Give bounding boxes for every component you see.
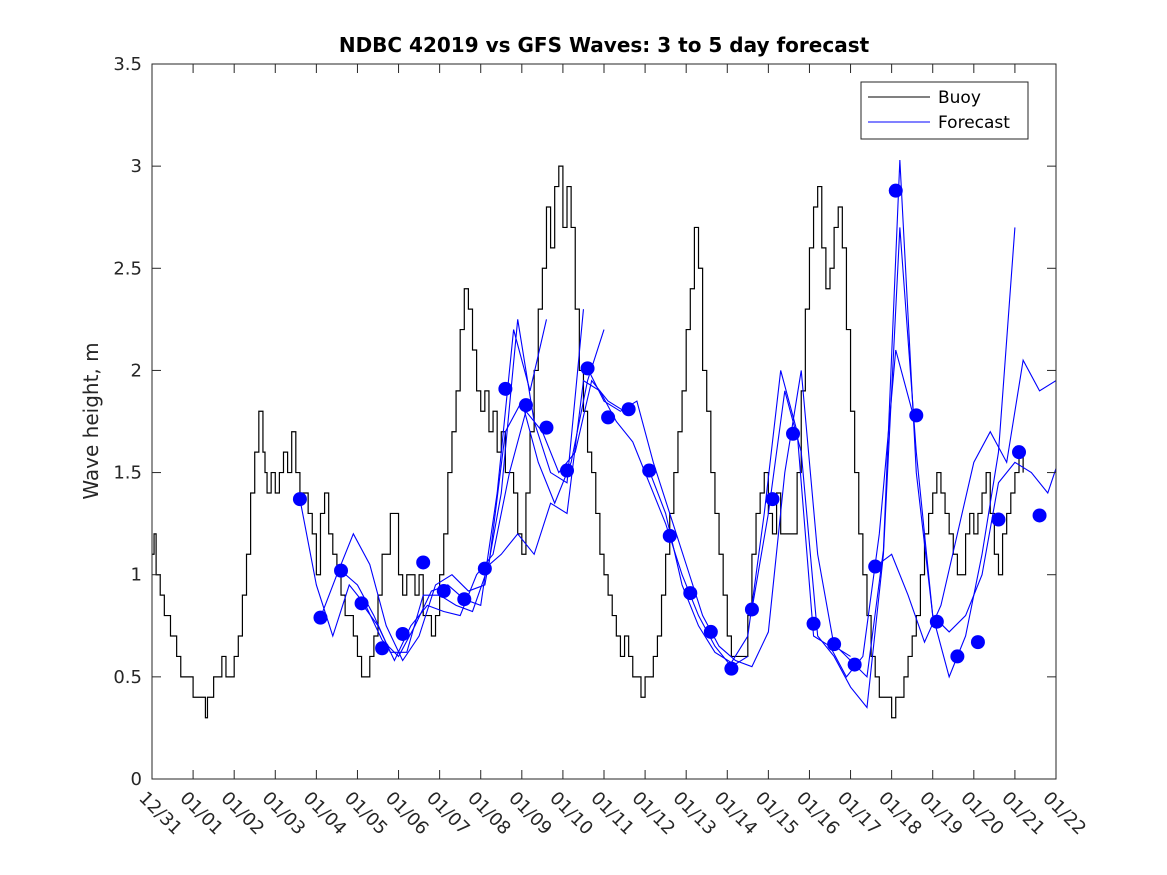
y-tick-label: 2 [131, 360, 142, 381]
forecast-line-9 [874, 358, 1056, 644]
legend: Buoy Forecast [860, 81, 1029, 140]
forecast-dot [991, 512, 1006, 527]
buoy-line [152, 165, 1024, 719]
forecast-dot [909, 408, 924, 423]
forecast-dot [1032, 508, 1047, 523]
forecast-dot [950, 649, 965, 664]
forecast-dot [436, 584, 451, 599]
y-tick-label: 0.5 [113, 667, 142, 688]
forecast-dot [313, 610, 328, 625]
forecast-dot [334, 563, 349, 578]
chart-title: NDBC 42019 vs GFS Waves: 3 to 5 day fore… [339, 33, 870, 57]
forecast-dot [477, 561, 492, 576]
forecast-dot [621, 402, 636, 417]
forecast-line-4 [484, 379, 749, 668]
forecast-dot [498, 381, 513, 396]
y-tick-label: 3 [131, 156, 142, 177]
forecast-dot [929, 614, 944, 629]
forecast-dot [662, 528, 677, 543]
forecast-dot [375, 641, 390, 656]
forecast-dot [847, 657, 862, 672]
forecast-dots [292, 183, 1047, 676]
forecast-dot [868, 559, 883, 574]
forecast-dot [806, 616, 821, 631]
legend-forecast-label: Forecast [938, 113, 1010, 133]
forecast-dot [539, 420, 554, 435]
buoy-series [152, 165, 1024, 719]
forecast-line-6 [648, 349, 913, 678]
forecast-line-1 [319, 309, 585, 662]
y-axis: 0 0.5 1 1.5 2 2.5 3 3.5 [113, 54, 1056, 790]
forecast-dot [744, 602, 759, 617]
legend-box [860, 81, 1029, 140]
forecast-dot [786, 426, 801, 441]
forecast-dot [724, 661, 739, 676]
forecast-dot [601, 410, 616, 425]
forecast-dot [703, 624, 718, 639]
forecast-dot [888, 183, 903, 198]
forecast-dot [354, 596, 369, 611]
y-tick-label: 2.5 [113, 258, 142, 279]
forecast-dot [642, 463, 657, 478]
forecast-dot [765, 492, 780, 507]
forecast-line-8 [833, 159, 1056, 679]
y-tick-label: 1 [131, 565, 142, 586]
legend-buoy-label: Buoy [938, 88, 981, 108]
forecast-dot [560, 463, 575, 478]
y-axis-label: Wave height, m [79, 342, 103, 499]
forecast-dot [970, 635, 985, 650]
forecast-dot [292, 492, 307, 507]
forecast-dot [1012, 445, 1027, 460]
forecast-line-0 [299, 319, 548, 658]
y-tick-label: 3.5 [113, 54, 142, 75]
y-tick-label: 1.5 [113, 463, 142, 484]
forecast-dot [457, 592, 472, 607]
forecast-dot [395, 626, 410, 641]
forecast-dot [580, 361, 595, 376]
forecast-dot [827, 637, 842, 652]
y-tick-label: 0 [131, 769, 142, 790]
forecast-dot [683, 586, 698, 601]
forecast-dot [416, 555, 431, 570]
plot-area [152, 159, 1056, 719]
forecast-dot [518, 398, 533, 413]
